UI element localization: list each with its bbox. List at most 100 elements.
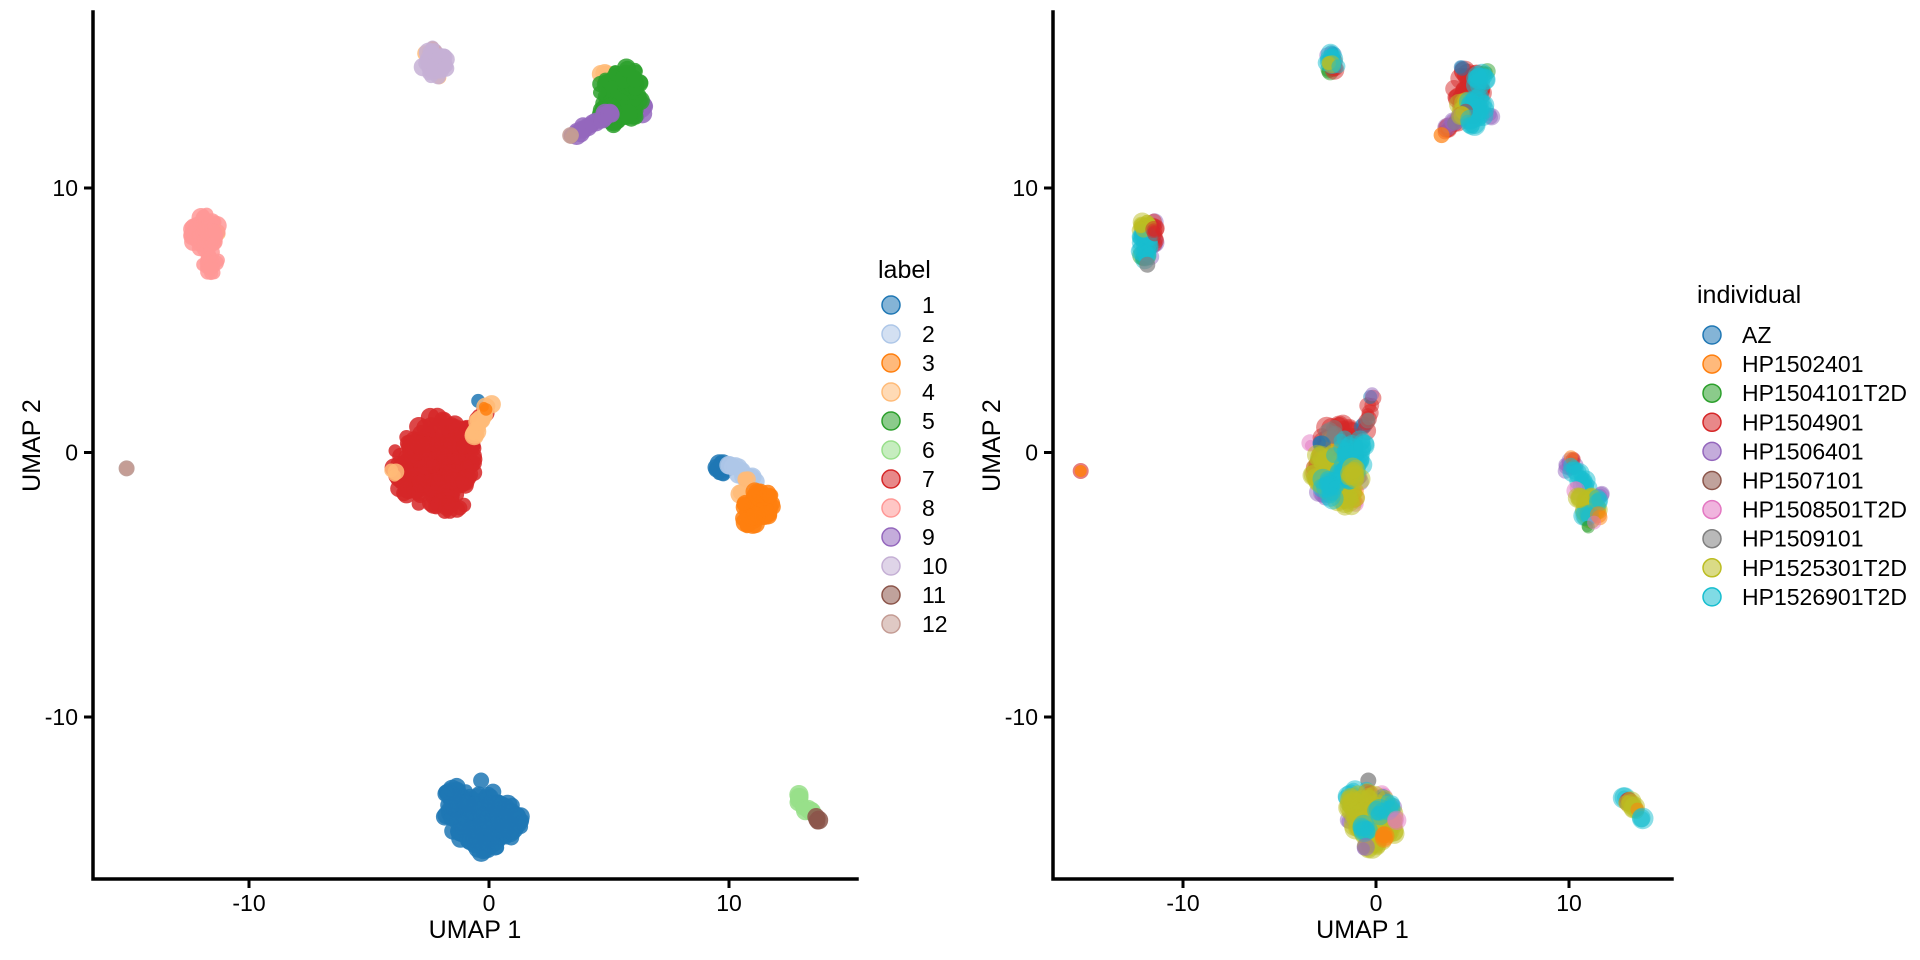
data-point	[1331, 59, 1346, 74]
legend-swatch	[1702, 354, 1722, 374]
data-point	[1368, 798, 1391, 821]
legend-item-label: HP1509101	[1742, 526, 1864, 552]
data-point	[478, 401, 489, 412]
data-point	[1321, 487, 1344, 510]
cluster-HP1526901T2D	[1588, 489, 1609, 512]
data-point	[489, 837, 503, 851]
cluster-1	[468, 831, 505, 862]
data-point	[411, 496, 426, 511]
legend-title: individual	[1697, 281, 1801, 309]
cluster-1	[437, 784, 457, 804]
cluster-4	[384, 463, 405, 482]
legend-swatch	[1702, 325, 1722, 345]
cluster-HP1508501T2D	[1387, 810, 1407, 830]
legend-item-label: HP1506401	[1742, 438, 1864, 464]
legend-swatch	[881, 295, 901, 315]
legend-swatch	[881, 527, 901, 547]
data-point	[1134, 220, 1146, 233]
legend-item-label: 10	[922, 553, 948, 579]
legend-swatch	[1702, 383, 1722, 403]
data-point	[737, 471, 753, 487]
x-tick-label: -10	[1166, 890, 1199, 916]
data-point	[1074, 465, 1087, 477]
legend-swatch	[881, 585, 901, 605]
data-point	[397, 485, 416, 504]
data-point	[1587, 515, 1602, 530]
data-point	[471, 806, 490, 824]
legend-item: HP1509101	[1702, 526, 1864, 552]
cluster-HP1502401	[1374, 826, 1395, 848]
legend-item: 3	[881, 350, 935, 376]
legend-swatch	[881, 382, 901, 402]
y-axis-title: UMAP 2	[18, 399, 46, 492]
data-point	[762, 487, 778, 504]
cluster-7	[402, 425, 435, 459]
legend-title: label	[878, 256, 931, 284]
data-point	[425, 40, 440, 54]
cluster-3	[478, 401, 493, 416]
legend-item: 12	[881, 611, 948, 637]
y-tick-label: 0	[65, 440, 78, 466]
data-point	[618, 104, 638, 124]
legend-item: 5	[881, 408, 935, 434]
legend-item-label: 7	[922, 466, 935, 492]
cluster-8	[203, 223, 226, 250]
data-point	[119, 461, 134, 476]
legend-item: 9	[881, 524, 935, 550]
data-point	[564, 131, 578, 144]
data-point	[433, 493, 447, 507]
cluster-HP1508501T2D	[1587, 515, 1602, 530]
cluster-HP1525301T2D	[1567, 487, 1590, 509]
cluster-1	[473, 772, 490, 789]
data-point	[201, 253, 213, 265]
cluster-HP1502401	[1074, 465, 1087, 477]
legend-item-label: HP1508501T2D	[1742, 497, 1907, 523]
legend-item: HP1506401	[1702, 438, 1864, 464]
data-point	[439, 473, 457, 491]
data-point	[1433, 127, 1450, 144]
data-point	[809, 813, 826, 830]
legend-swatch	[881, 556, 901, 576]
legend-item: HP1507101	[1702, 468, 1864, 494]
data-point	[1354, 802, 1371, 818]
legend-item: HP1525301T2D	[1702, 555, 1907, 581]
legend-item: 11	[881, 582, 946, 608]
cluster-HP1509101	[1360, 412, 1376, 429]
x-tick-label: 10	[1556, 890, 1582, 916]
cluster-HP1526901T2D	[1466, 63, 1496, 96]
y-tick-label: 10	[52, 175, 78, 201]
legend-item: AZ	[1702, 322, 1771, 348]
data-point	[1631, 807, 1654, 830]
data-point	[473, 772, 490, 789]
data-point	[1387, 810, 1407, 830]
legend-swatch	[1702, 558, 1722, 578]
legend-swatch	[1702, 470, 1722, 491]
legend-swatch	[881, 353, 901, 373]
legend-item: 1	[881, 292, 935, 318]
data-point	[1365, 387, 1380, 402]
legend-item-label: AZ	[1742, 322, 1771, 348]
data-point	[745, 482, 765, 502]
points-layer	[118, 40, 829, 862]
x-tick-label: 0	[483, 890, 496, 916]
legend-item: HP1508501T2D	[1702, 497, 1907, 523]
legend-item-label: HP1504901	[1742, 409, 1864, 435]
legend-item: 4	[881, 379, 935, 405]
legend-item: HP1504101T2D	[1702, 380, 1907, 406]
legend-swatch	[1702, 412, 1722, 433]
data-point	[1148, 225, 1160, 237]
cluster-1	[489, 801, 530, 846]
data-point	[459, 469, 477, 486]
legend-swatch	[1702, 528, 1722, 549]
legend-item: HP1502401	[1702, 351, 1864, 377]
cluster-HP1509101	[1139, 256, 1156, 273]
data-point	[207, 235, 222, 250]
axes: -10 0 10 -10 0 10 UMAP 1 UMAP 2	[978, 10, 1674, 944]
legend-item-label: 2	[922, 321, 935, 347]
cluster-11	[807, 808, 829, 830]
cluster-4	[737, 471, 756, 488]
data-point	[1588, 489, 1607, 507]
cluster-7	[428, 488, 472, 519]
